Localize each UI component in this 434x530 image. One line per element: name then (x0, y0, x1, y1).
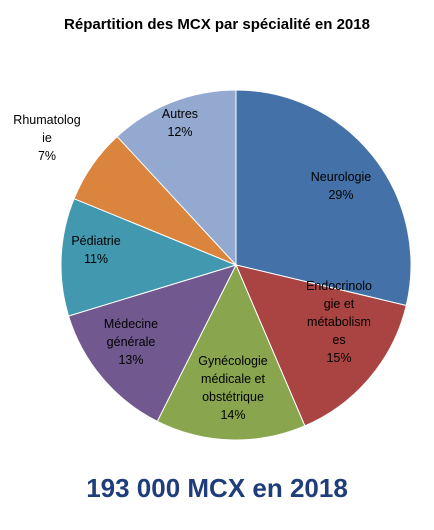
chart-title: Répartition des MCX par spécialité en 20… (64, 16, 370, 33)
pie-slice-2 (156, 263, 306, 441)
pie-slice-0 (235, 89, 412, 307)
pie-chart: Neurologie 29% Endocrinolo gie et métabolism… (13, 89, 412, 441)
pie-slice-3 (67, 264, 237, 422)
slice-label-4: Pédiatrie 11% (71, 234, 120, 266)
slice-label-3: Médecine générale 13% (104, 317, 158, 367)
slice-label-0: Neurologie 29% (311, 170, 372, 202)
slice-label-6: Autres 12% (162, 107, 198, 139)
slice-label-1: Endocrinolo gie et métabolism es 15% (306, 279, 372, 365)
slice-label-2: Gynécologie médicale et obstétrique 14% (198, 354, 268, 422)
slice-label-5: Rhumatolog ie 7% (13, 113, 80, 163)
pie-slice-4 (60, 198, 238, 317)
pie-slice-1 (235, 264, 407, 427)
pie-slice-6 (116, 89, 237, 267)
total-caption: 193 000 MCX en 2018 (86, 473, 348, 503)
